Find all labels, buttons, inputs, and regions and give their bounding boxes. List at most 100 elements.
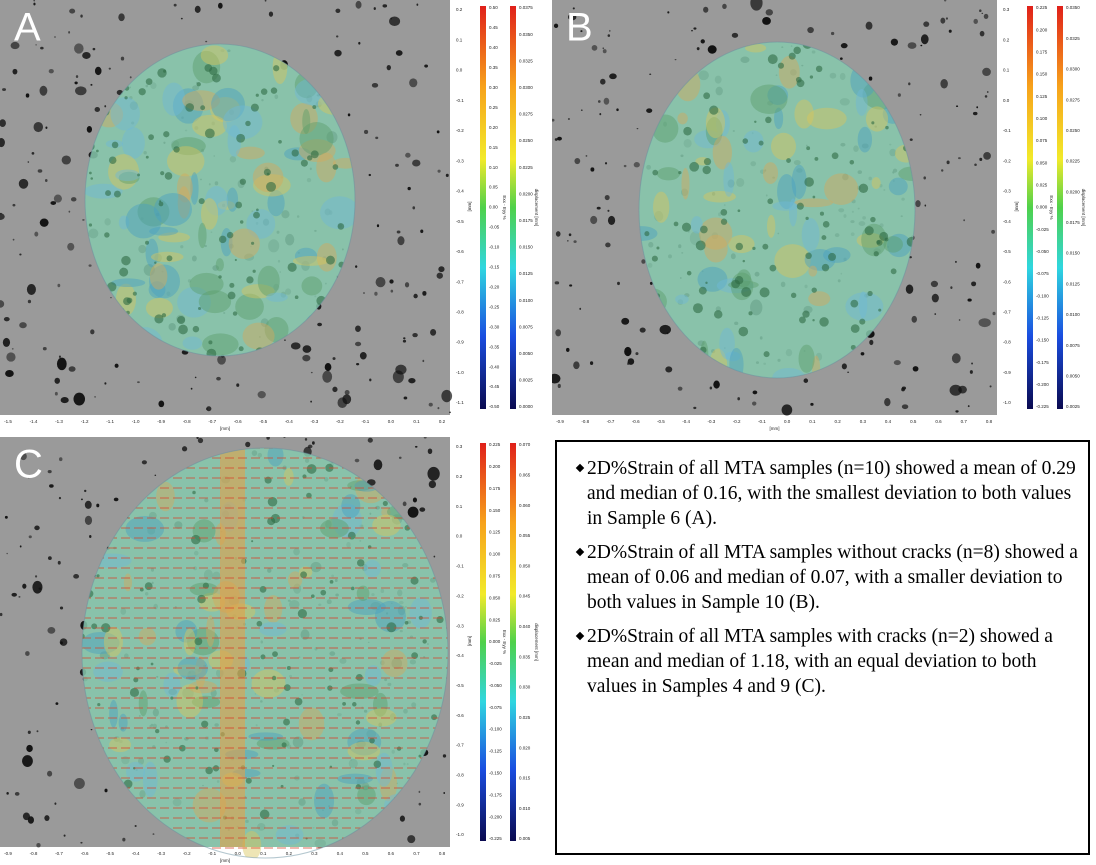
x-tick-label: 0.8 bbox=[439, 851, 446, 856]
speck-dark bbox=[789, 53, 796, 60]
speck bbox=[95, 107, 100, 112]
speck-dark bbox=[165, 172, 173, 180]
speck-dark bbox=[652, 256, 658, 262]
speck bbox=[976, 263, 981, 269]
speck bbox=[568, 118, 570, 120]
speck-dark bbox=[90, 177, 93, 180]
y-axis-unit: [mm] bbox=[467, 202, 472, 212]
speck bbox=[992, 312, 995, 316]
speck bbox=[831, 32, 834, 35]
speck-dark bbox=[178, 325, 188, 335]
x-tick-label: -0.5 bbox=[657, 419, 665, 424]
speck bbox=[621, 318, 629, 325]
speck bbox=[135, 825, 137, 827]
speck bbox=[47, 771, 52, 777]
speck-dark bbox=[867, 291, 872, 296]
y-tick-label: -0.8 bbox=[1003, 340, 1011, 345]
speck bbox=[901, 388, 905, 392]
speck bbox=[348, 113, 351, 116]
speck bbox=[429, 481, 436, 489]
speck bbox=[649, 74, 651, 76]
speck-dark bbox=[191, 535, 201, 545]
speck-dark bbox=[306, 493, 312, 499]
speck bbox=[422, 291, 426, 296]
strain-blob bbox=[299, 708, 325, 741]
speck bbox=[28, 816, 34, 823]
x-tick-label: -0.1 bbox=[362, 419, 370, 424]
speck-dark bbox=[261, 88, 268, 95]
strain-blob bbox=[115, 169, 140, 181]
speck-dark bbox=[805, 217, 808, 220]
speck-dark bbox=[338, 223, 345, 230]
speck-dark bbox=[112, 142, 119, 149]
strain-blob bbox=[188, 681, 217, 694]
speck bbox=[974, 163, 977, 166]
speck-dark bbox=[865, 226, 874, 235]
speck bbox=[693, 27, 696, 29]
speck bbox=[782, 404, 793, 415]
y-tick-label: -0.9 bbox=[456, 340, 464, 345]
strain-blob bbox=[183, 337, 203, 350]
strain-blob bbox=[771, 133, 796, 160]
speck-dark bbox=[859, 319, 865, 325]
x-tick-label: -1.4 bbox=[30, 419, 38, 424]
speck bbox=[54, 36, 56, 37]
speck bbox=[181, 18, 183, 20]
speck-dark bbox=[738, 327, 748, 337]
speck bbox=[12, 348, 14, 349]
speck bbox=[59, 355, 61, 357]
speck-dark bbox=[812, 287, 817, 292]
strain-tick-label: 0.000 bbox=[1036, 205, 1048, 210]
speck bbox=[861, 352, 865, 355]
speck bbox=[43, 347, 47, 350]
strain-tick-label: -0.10 bbox=[489, 245, 500, 250]
speck bbox=[597, 207, 601, 210]
speck bbox=[387, 65, 391, 70]
panel-letter: A bbox=[14, 6, 41, 50]
speck bbox=[355, 265, 357, 268]
speck-dark bbox=[89, 172, 92, 175]
speck bbox=[840, 57, 843, 60]
strain-blob bbox=[126, 762, 145, 782]
x-tick-label: 0.0 bbox=[388, 419, 395, 424]
x-tick-label: -0.2 bbox=[733, 419, 741, 424]
strain-blob bbox=[340, 683, 379, 698]
speck-dark bbox=[709, 106, 718, 115]
speck-dark bbox=[791, 293, 796, 298]
speck bbox=[443, 754, 446, 757]
strain-blob bbox=[150, 263, 168, 289]
x-tick-label: -0.7 bbox=[208, 419, 216, 424]
strain-blob bbox=[293, 256, 328, 266]
speck bbox=[569, 233, 572, 236]
speck bbox=[607, 210, 609, 212]
x-tick-label: -0.4 bbox=[132, 851, 140, 856]
displacement-tick-label: 0.0325 bbox=[519, 58, 533, 63]
y-tick-label: -0.2 bbox=[456, 593, 464, 598]
speck bbox=[910, 138, 913, 141]
speck bbox=[338, 397, 348, 408]
speck bbox=[389, 17, 400, 26]
y-tick-label: -0.2 bbox=[456, 128, 464, 133]
speck bbox=[69, 211, 71, 213]
speck-dark bbox=[229, 283, 234, 288]
speck bbox=[369, 378, 371, 381]
speck-dark bbox=[278, 140, 282, 144]
strain-blob bbox=[364, 560, 381, 578]
speck bbox=[399, 457, 402, 459]
speck-dark bbox=[145, 582, 153, 590]
speck bbox=[984, 14, 989, 19]
x-tick-label: -1.5 bbox=[4, 419, 12, 424]
strain-blob bbox=[109, 738, 131, 753]
speck bbox=[637, 128, 639, 129]
displacement-tick-label: 0.020 bbox=[519, 745, 531, 750]
panel-a: A0.20.10.0-0.1-0.2-0.3-0.4-0.5-0.6-0.7-0… bbox=[0, 0, 548, 434]
speck bbox=[675, 59, 677, 60]
speck bbox=[302, 355, 310, 362]
speck bbox=[752, 402, 756, 406]
speck bbox=[429, 403, 433, 407]
strain-tick-label: 0.100 bbox=[489, 552, 501, 557]
speck bbox=[940, 18, 945, 24]
speck bbox=[195, 377, 197, 379]
strain-tick-label: 0.075 bbox=[489, 574, 501, 579]
speck bbox=[90, 84, 92, 86]
